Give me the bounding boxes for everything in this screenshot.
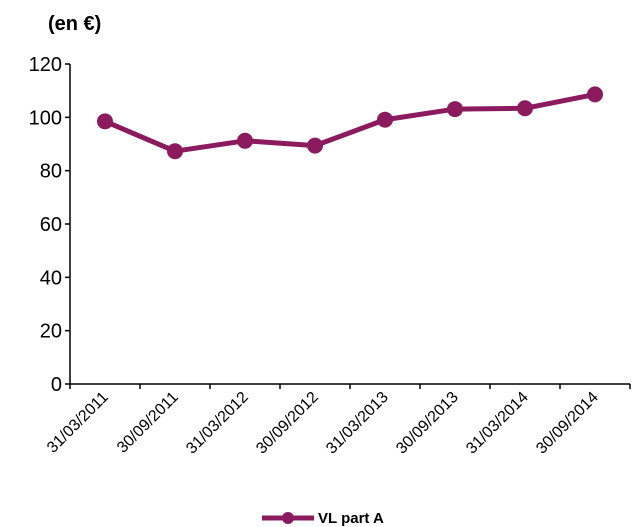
data-point — [167, 143, 183, 160]
x-tick-label: 31/03/2014 — [463, 389, 532, 458]
x-tick-label: 30/09/2012 — [253, 389, 322, 458]
data-point — [447, 101, 463, 118]
x-tick-label: 31/03/2011 — [44, 389, 112, 457]
x-tick-label: 30/09/2014 — [533, 389, 602, 458]
x-axis-ticks: 31/03/2011 30/09/2011 31/03/2012 30/09/2012… — [44, 384, 631, 458]
x-tick-label: 31/03/2013 — [323, 389, 392, 458]
y-tick-label: 20 — [40, 321, 62, 343]
x-tick-label: 31/03/2012 — [183, 389, 252, 458]
data-point — [237, 132, 253, 149]
y-tick-label: 40 — [40, 267, 62, 289]
data-point — [517, 100, 533, 117]
y-tick-label: 100 — [29, 107, 62, 129]
y-tick-label: 80 — [40, 161, 62, 183]
data-point — [377, 111, 393, 128]
y-axis-ticks: 0 20 40 60 80 100 120 — [29, 54, 70, 396]
data-point — [307, 137, 323, 154]
series-line — [104, 91, 596, 154]
y-tick-label: 120 — [29, 54, 62, 76]
y-tick-label: 60 — [40, 214, 62, 236]
unit-label: (en €) — [48, 13, 101, 35]
series-layer — [97, 86, 603, 160]
legend: VL part A — [262, 510, 384, 527]
legend-label: VL part A — [318, 510, 384, 527]
y-tick-label: 0 — [51, 374, 62, 396]
data-point — [587, 86, 603, 103]
x-tick-label: 30/09/2011 — [114, 389, 182, 457]
x-tick-label: 30/09/2013 — [393, 389, 462, 458]
data-point — [97, 113, 113, 130]
legend-marker — [282, 512, 294, 524]
